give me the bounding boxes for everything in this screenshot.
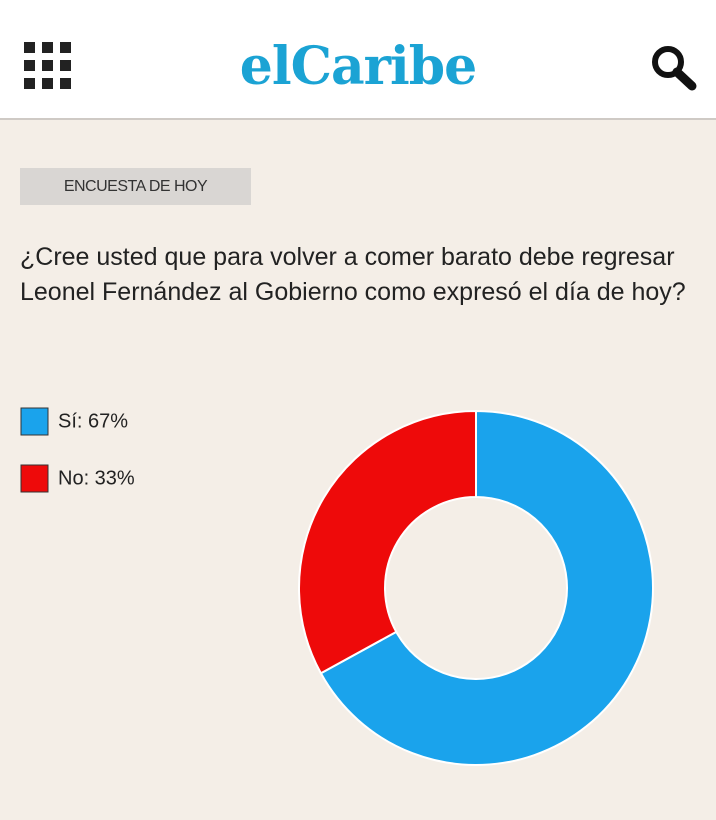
- logo[interactable]: elCaribe: [239, 36, 478, 97]
- legend-swatch: [20, 407, 49, 436]
- menu-icon[interactable]: [0, 0, 90, 118]
- section-label: ENCUESTA DE HOY: [20, 168, 251, 205]
- legend-label: Sí: 67%: [58, 410, 128, 432]
- donut-slice: [298, 409, 477, 675]
- legend-swatch: [20, 464, 49, 493]
- donut-slice: [319, 409, 654, 766]
- poll-question: ¿Cree usted que para volver a comer bara…: [20, 243, 686, 306]
- legend-label: No: 33%: [58, 467, 135, 489]
